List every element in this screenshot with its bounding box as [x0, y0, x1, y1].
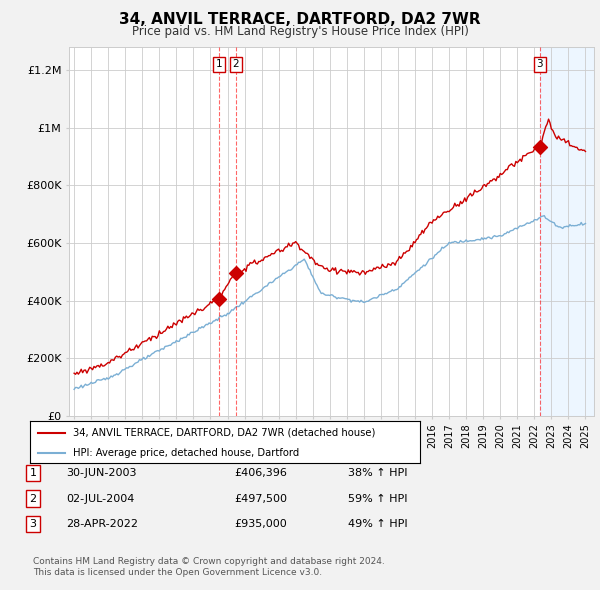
Point — [214, 294, 224, 304]
Bar — [540, 47, 594, 416]
Text: 3: 3 — [29, 519, 37, 529]
Text: 2: 2 — [29, 494, 37, 503]
Text: 3: 3 — [536, 60, 543, 70]
Text: £406,396: £406,396 — [234, 468, 287, 478]
Text: 02-JUL-2004: 02-JUL-2004 — [66, 494, 134, 503]
Text: 2: 2 — [233, 60, 239, 70]
Text: 30-JUN-2003: 30-JUN-2003 — [66, 468, 137, 478]
Text: 34, ANVIL TERRACE, DARTFORD, DA2 7WR (detached house): 34, ANVIL TERRACE, DARTFORD, DA2 7WR (de… — [73, 428, 375, 438]
Point — [535, 142, 545, 151]
Text: £497,500: £497,500 — [234, 494, 287, 503]
Text: 28-APR-2022: 28-APR-2022 — [66, 519, 138, 529]
Text: 59% ↑ HPI: 59% ↑ HPI — [348, 494, 407, 503]
Text: HPI: Average price, detached house, Dartford: HPI: Average price, detached house, Dart… — [73, 448, 299, 457]
Text: 1: 1 — [215, 60, 222, 70]
Text: 34, ANVIL TERRACE, DARTFORD, DA2 7WR: 34, ANVIL TERRACE, DARTFORD, DA2 7WR — [119, 12, 481, 27]
Text: This data is licensed under the Open Government Licence v3.0.: This data is licensed under the Open Gov… — [33, 568, 322, 576]
Text: 1: 1 — [29, 468, 37, 478]
Text: 38% ↑ HPI: 38% ↑ HPI — [348, 468, 407, 478]
Text: Contains HM Land Registry data © Crown copyright and database right 2024.: Contains HM Land Registry data © Crown c… — [33, 557, 385, 566]
Text: 49% ↑ HPI: 49% ↑ HPI — [348, 519, 407, 529]
Point — [231, 268, 241, 277]
Text: Price paid vs. HM Land Registry's House Price Index (HPI): Price paid vs. HM Land Registry's House … — [131, 25, 469, 38]
Text: £935,000: £935,000 — [234, 519, 287, 529]
